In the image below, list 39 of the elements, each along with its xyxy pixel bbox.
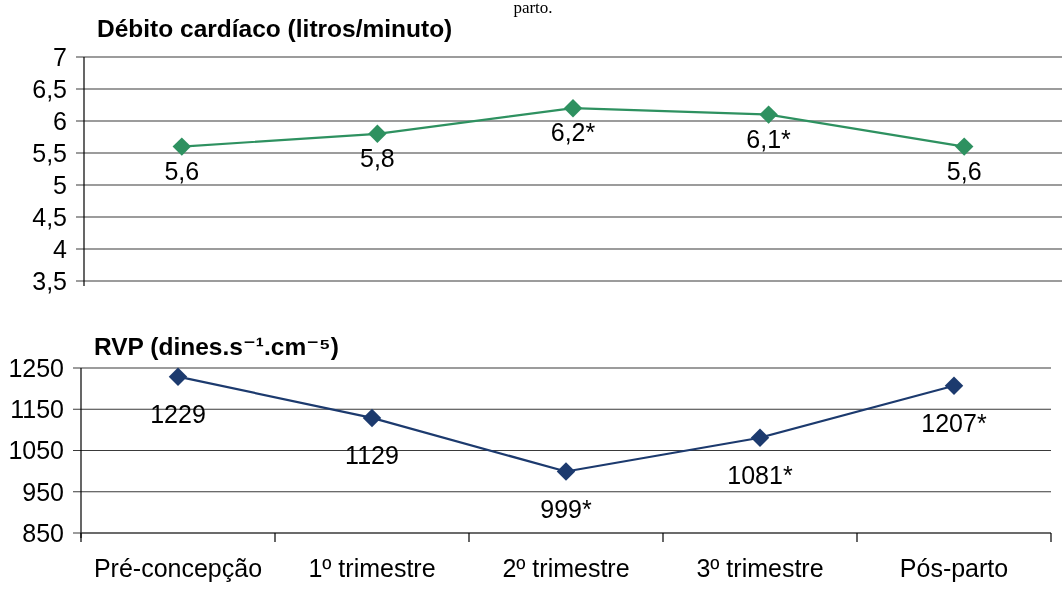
point bbox=[168, 367, 188, 386]
point bbox=[172, 137, 192, 156]
data-label: 999* bbox=[540, 494, 592, 523]
y-tick-label: 7 bbox=[53, 42, 67, 71]
data-label: 5,8 bbox=[360, 143, 395, 172]
y-tick-label: 950 bbox=[22, 477, 64, 506]
x-tick-label: 3º trimestre bbox=[696, 554, 824, 582]
y-tick-label: 4,5 bbox=[32, 202, 67, 231]
point bbox=[944, 376, 964, 395]
x-tick-label: Pós-parto bbox=[899, 554, 1009, 582]
x-tick-label: 1º trimestre bbox=[308, 554, 436, 582]
data-label: 1207* bbox=[921, 408, 987, 437]
y-tick-label: 850 bbox=[22, 518, 64, 547]
y-tick-label: 5 bbox=[53, 170, 67, 199]
data-label: 5,6 bbox=[164, 156, 200, 185]
y-tick-label: 1050 bbox=[8, 436, 64, 465]
y-tick-label: 3,5 bbox=[32, 266, 67, 295]
y-tick-label: 1150 bbox=[10, 395, 64, 423]
y-tick-label: 6 bbox=[53, 106, 67, 135]
data-label: 6,1* bbox=[746, 124, 792, 153]
point bbox=[750, 428, 770, 447]
y-tick-label: 4 bbox=[53, 234, 68, 263]
x-tick-label: 2º trimestre bbox=[502, 554, 630, 582]
chart-title: RVP (dines.s⁻¹.cm⁻⁵) bbox=[94, 333, 339, 360]
point bbox=[556, 462, 576, 481]
data-label: 5,6 bbox=[946, 156, 982, 185]
data-label: 1081* bbox=[727, 460, 793, 489]
y-tick-label: 1250 bbox=[8, 353, 64, 382]
point bbox=[362, 408, 382, 428]
x-tick-label: Pré-concepção bbox=[93, 554, 263, 582]
point bbox=[563, 98, 583, 118]
point bbox=[954, 137, 974, 156]
point bbox=[759, 105, 778, 124]
y-tick-label: 6,5 bbox=[32, 74, 67, 103]
y-tick-label: 5,5 bbox=[32, 138, 67, 167]
text: parto. bbox=[513, 0, 553, 17]
data-label: 6,2* bbox=[550, 118, 596, 147]
point bbox=[368, 124, 387, 144]
chart-title: Débito cardíaco (litros/minuto) bbox=[97, 15, 453, 42]
